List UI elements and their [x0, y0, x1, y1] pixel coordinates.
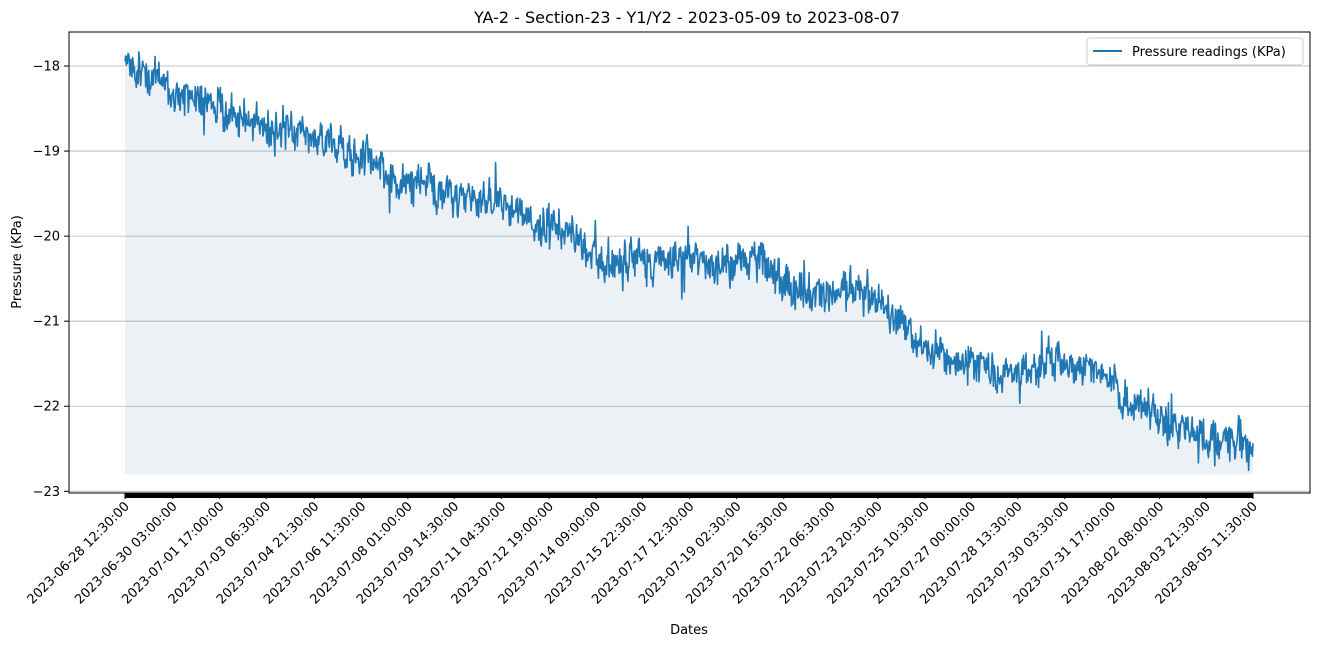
x-axis-label: Dates [670, 623, 708, 638]
y-axis-ticks: −18 −19 −20 −21 −22 −23 [33, 60, 69, 500]
series-line-pressure-readings [124, 51, 1254, 472]
x-minor-tick-band [125, 493, 1253, 498]
area-fill-layer [125, 51, 1253, 475]
plot-frame [68, 31, 1311, 494]
y-tick-label: −18 [33, 60, 60, 75]
area-under-series [125, 51, 1253, 475]
series-layer [124, 51, 1254, 472]
legend-box [1086, 37, 1304, 66]
y-tick-label: −19 [33, 145, 60, 160]
x-minor-tick-band [125, 493, 1253, 498]
legend-entry-pressure-readings: Pressure readings (KPa) [1132, 45, 1286, 60]
y-tick-label: −21 [33, 315, 60, 330]
chart-title: YA-2 - Section-23 - Y1/Y2 - 2023-05-09 t… [473, 8, 900, 27]
horizontal-gridlines [69, 65, 1310, 492]
y-tick-label: −23 [33, 485, 60, 500]
y-axis-label: Pressure (KPa) [10, 215, 25, 309]
legend: Pressure readings (KPa) [1086, 37, 1304, 66]
y-tick-label: −22 [33, 400, 60, 415]
y-tick-label: −20 [33, 230, 60, 245]
